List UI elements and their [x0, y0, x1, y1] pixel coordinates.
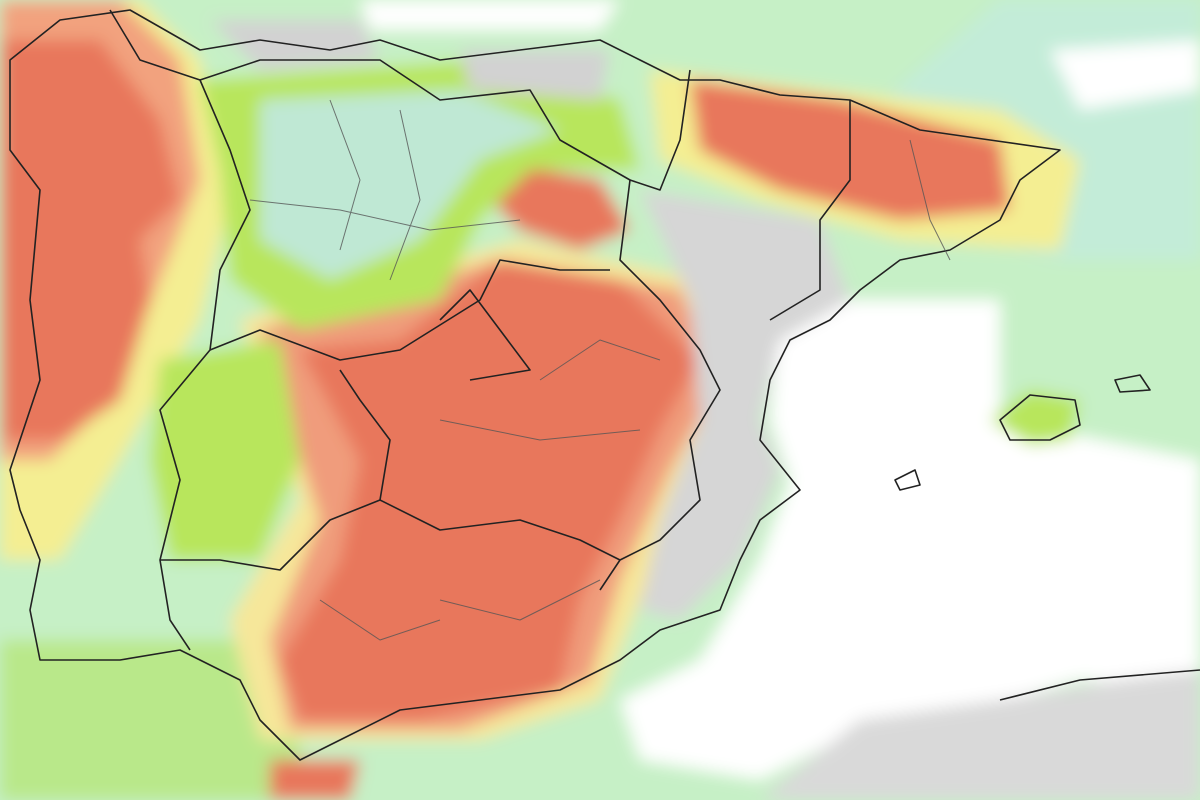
coastline	[9, 9, 1061, 761]
madrid-border	[439, 289, 531, 381]
ibiza-coast	[894, 469, 921, 491]
zone-gray-basque	[460, 50, 610, 100]
menorca-coast	[1114, 374, 1151, 393]
africa-coast	[999, 669, 1200, 701]
sea-clear-ne	[1050, 40, 1200, 110]
sea-clear	[620, 300, 1200, 780]
zone-red-south	[270, 760, 360, 800]
zone-gray-east	[640, 190, 850, 620]
region-border	[629, 69, 691, 191]
zone-red-galicia	[0, 40, 180, 440]
region-border	[209, 259, 610, 361]
mallorca-coast	[999, 394, 1081, 441]
zone-lime-west	[150, 340, 300, 560]
region-border	[769, 100, 851, 321]
zone-red-center	[280, 260, 700, 720]
zone-lime	[0, 640, 300, 800]
province-borders	[249, 99, 951, 641]
borders	[9, 9, 1200, 761]
region-border	[199, 59, 721, 591]
region-border	[339, 369, 391, 501]
portugal-border	[109, 9, 251, 651]
sea-clear-north	[360, 0, 620, 30]
island-mallorca	[990, 390, 1080, 445]
land-gray-south	[760, 670, 1200, 800]
zone-red-iberian	[490, 160, 630, 250]
zone-mint-north	[260, 90, 560, 280]
